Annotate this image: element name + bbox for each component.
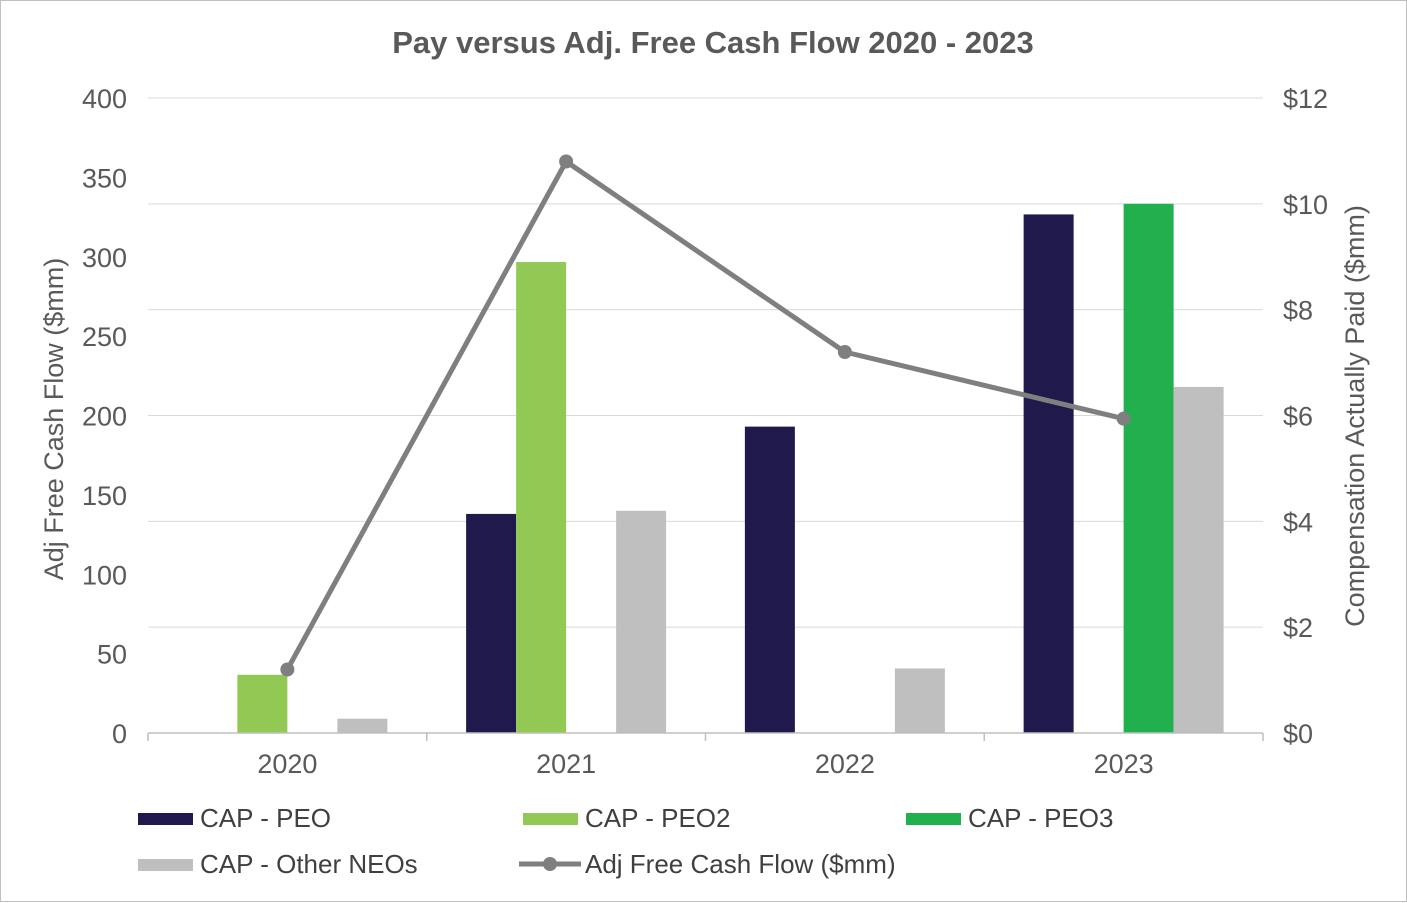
- bar-cap-peo-2023: [1023, 214, 1074, 733]
- fcf-point-2020: [280, 662, 295, 677]
- legend-item: CAP - PEO2: [523, 803, 730, 833]
- gridlines: [148, 97, 1263, 628]
- legend-label: CAP - PEO3: [968, 803, 1113, 833]
- bar-cap-peo2-2020: [237, 674, 288, 733]
- legend-swatch: [138, 859, 193, 871]
- legend-item: CAP - PEO3: [906, 803, 1113, 833]
- bar-cap-other-neos-2020: [337, 718, 388, 733]
- bar-cap-peo2-2021: [516, 262, 567, 733]
- right-tick-label: $0: [1283, 719, 1313, 749]
- legend-swatch: [906, 813, 961, 825]
- left-tick-label: 0: [112, 719, 127, 749]
- fcf-point-2023: [1116, 411, 1131, 426]
- legend-item: Adj Free Cash Flow ($mm): [519, 849, 896, 879]
- fcf-point-2022: [837, 345, 852, 359]
- right-tick-label: $6: [1283, 402, 1313, 432]
- right-axis-label: Compensation Actually Paid ($mm): [1340, 205, 1370, 627]
- legend-item: CAP - Other NEOs: [138, 849, 418, 879]
- fcf-line-series: [280, 154, 1131, 677]
- legend: CAP - PEO CAP - PEO2 CAP - PEO3 CAP - Other…: [138, 803, 1113, 879]
- legend-item: CAP - PEO: [138, 803, 331, 833]
- legend-label: CAP - PEO: [200, 803, 331, 833]
- legend-swatch: [138, 813, 193, 825]
- bar-cap-other-neos-2022: [894, 668, 945, 733]
- x-tick-label: 2020: [257, 749, 317, 779]
- left-tick-label: 350: [82, 163, 127, 193]
- left-tick-label: 250: [82, 322, 127, 352]
- x-tick-label: 2023: [1094, 749, 1154, 779]
- left-axis-ticks: 0 50 100 150 200 250 300 350 400: [82, 84, 127, 749]
- legend-label: CAP - Other NEOs: [200, 849, 418, 879]
- legend-label: CAP - PEO2: [585, 803, 730, 833]
- right-tick-label: $4: [1283, 507, 1313, 537]
- fcf-line: [285, 159, 1125, 671]
- bar-cap-peo3-2023: [1123, 203, 1174, 734]
- bar-cap-other-neos-2021: [616, 510, 667, 733]
- left-tick-label: 300: [82, 243, 127, 273]
- legend-swatch: [523, 813, 578, 825]
- right-tick-label: $12: [1283, 84, 1328, 114]
- x-tick-label: 2022: [815, 749, 875, 779]
- x-axis-ticks: 2020 2021 2022 2023: [257, 749, 1153, 779]
- x-tick-label: 2021: [536, 749, 596, 779]
- left-tick-label: 100: [82, 560, 127, 590]
- left-tick-label: 150: [82, 481, 127, 511]
- left-axis-label: Adj Free Cash Flow ($mm): [39, 258, 69, 581]
- chart-title: Pay versus Adj. Free Cash Flow 2020 - 20…: [392, 25, 1034, 60]
- bar-cap-other-neos-2023: [1173, 386, 1224, 733]
- axes: [147, 732, 1264, 741]
- left-tick-label: 50: [97, 640, 127, 670]
- legend-label: Adj Free Cash Flow ($mm): [585, 849, 896, 879]
- right-tick-label: $8: [1283, 296, 1313, 326]
- right-tick-label: $2: [1283, 613, 1313, 643]
- bar-cap-peo-2021: [466, 513, 517, 733]
- right-tick-label: $10: [1283, 190, 1328, 220]
- legend-marker: [543, 857, 557, 871]
- fcf-point-2021: [559, 154, 574, 169]
- bar-cap-peo-2022: [744, 426, 795, 733]
- left-tick-label: 200: [82, 402, 127, 432]
- bars: [237, 203, 1224, 734]
- right-axis-ticks: $0 $2 $4 $6 $8 $10 $12: [1283, 84, 1328, 749]
- left-tick-label: 400: [82, 84, 127, 114]
